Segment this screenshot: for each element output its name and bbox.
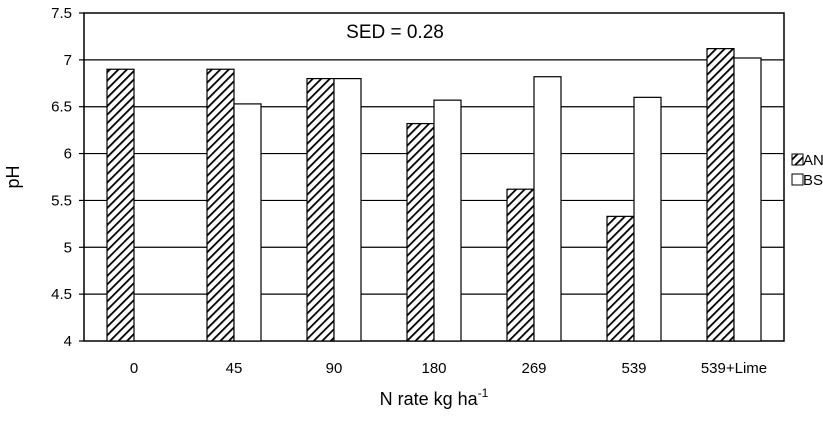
y-tick-label: 4: [64, 333, 72, 350]
y-tick-label: 7.5: [51, 5, 72, 22]
legend-swatch-bs: [791, 173, 804, 186]
bar-bs: [433, 99, 462, 342]
bar-bs: [633, 96, 662, 342]
bar-an: [306, 77, 335, 342]
y-tick-label: 5.5: [51, 192, 72, 209]
legend-label-bs: BS: [803, 172, 823, 189]
bar-an: [606, 215, 635, 342]
y-tick-label: 7: [64, 52, 72, 69]
x-tick-label: 269: [521, 360, 546, 377]
x-axis-title-text: N rate kg ha: [380, 389, 479, 409]
bar-bs: [533, 76, 562, 342]
y-tick-label: 5: [64, 239, 72, 256]
sed-annotation: SED = 0.28: [346, 22, 444, 43]
x-tick-label: 539: [621, 360, 646, 377]
bar-an: [206, 68, 235, 342]
x-tick-label: 90: [326, 360, 343, 377]
y-tick-label: 4.5: [51, 286, 72, 303]
y-tick-label: 6.5: [51, 99, 72, 116]
legend-swatch-an: [791, 153, 804, 166]
x-tick-label: 0: [130, 360, 138, 377]
x-axis-title-superscript: -1: [478, 386, 489, 400]
y-tick-label: 6: [64, 146, 72, 163]
bar-bs: [333, 77, 362, 342]
x-axis-ticks: 0 45 90 180 269 539 539+Lime: [130, 360, 767, 377]
x-tick-label: 539+Lime: [701, 360, 767, 377]
y-axis-title: pH: [3, 165, 23, 188]
bar-an: [106, 68, 135, 342]
x-axis-title: N rate kg ha-1: [380, 386, 489, 409]
legend: AN BS: [791, 152, 823, 189]
bars: [106, 48, 762, 342]
legend-label-an: AN: [803, 152, 823, 169]
bar-an: [406, 122, 435, 342]
bar-bs: [733, 57, 762, 342]
x-tick-label: 45: [226, 360, 243, 377]
x-tick-label: 180: [421, 360, 446, 377]
bar-an: [506, 188, 535, 342]
y-axis-ticks: 4 4.5 5 5.5 6 6.5 7 7.5: [51, 5, 84, 350]
bar-an: [706, 48, 735, 342]
bar-bs: [233, 103, 262, 342]
